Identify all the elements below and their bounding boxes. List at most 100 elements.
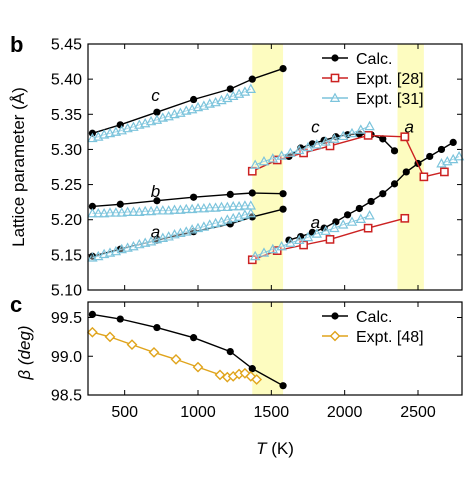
data-point bbox=[245, 83, 257, 93]
data-point bbox=[364, 210, 375, 220]
data-point bbox=[320, 136, 331, 146]
series-b-13 bbox=[436, 151, 465, 168]
data-point bbox=[419, 172, 429, 182]
panel-label: b bbox=[10, 32, 23, 57]
data-point bbox=[355, 204, 363, 213]
data-point bbox=[104, 331, 116, 343]
curve-annotation: a bbox=[151, 222, 160, 241]
curve-annotation: c bbox=[311, 118, 320, 137]
data-point bbox=[332, 218, 340, 226]
data-point bbox=[320, 225, 331, 235]
data-point bbox=[116, 315, 124, 323]
data-point bbox=[276, 240, 287, 251]
data-point bbox=[248, 365, 256, 373]
data-point bbox=[390, 147, 399, 155]
series-b-11 bbox=[249, 120, 375, 169]
data-point bbox=[402, 168, 410, 176]
data-point bbox=[302, 141, 314, 152]
data-point bbox=[311, 139, 323, 149]
series-c-0 bbox=[88, 310, 287, 390]
curve-annotation: b bbox=[151, 182, 160, 201]
y-axis-label: β (deg) bbox=[15, 325, 34, 380]
y-tick-label: 5.25 bbox=[51, 177, 82, 194]
series-b-1 bbox=[88, 189, 287, 210]
curve-annotation: c bbox=[151, 86, 160, 105]
data-point bbox=[153, 197, 161, 205]
x-tick-label: 2500 bbox=[400, 404, 436, 421]
series-b-12 bbox=[249, 210, 375, 261]
data-point bbox=[249, 159, 261, 169]
x-tick-label: 500 bbox=[111, 404, 138, 421]
data-point bbox=[346, 127, 358, 138]
data-point bbox=[148, 346, 160, 358]
data-point bbox=[390, 180, 399, 188]
series-b-8 bbox=[87, 83, 257, 143]
axes-frame bbox=[87, 43, 463, 291]
data-point bbox=[279, 205, 287, 213]
data-point bbox=[251, 374, 263, 385]
data-point bbox=[355, 124, 367, 134]
data-point bbox=[247, 166, 257, 176]
legend-label: Calc. bbox=[356, 51, 392, 68]
data-point bbox=[363, 223, 373, 233]
data-point bbox=[285, 147, 296, 157]
legend-entry: Calc. bbox=[322, 51, 392, 68]
legend-marker bbox=[329, 92, 341, 102]
data-point bbox=[279, 382, 287, 390]
data-point bbox=[267, 243, 279, 254]
axes-frame bbox=[87, 301, 463, 396]
data-point bbox=[364, 120, 375, 131]
data-point bbox=[88, 310, 96, 318]
legend-label: Calc. bbox=[356, 309, 392, 326]
data-point bbox=[272, 246, 282, 255]
data-point bbox=[379, 135, 387, 143]
curve-annotation: a bbox=[404, 118, 413, 137]
data-point bbox=[400, 132, 410, 142]
data-point bbox=[190, 95, 198, 104]
data-point bbox=[453, 151, 465, 161]
legend-label: Expt. [31] bbox=[356, 91, 424, 108]
legend-marker bbox=[331, 312, 339, 320]
data-point bbox=[170, 353, 182, 365]
data-point bbox=[153, 108, 161, 116]
legend-marker bbox=[329, 330, 341, 342]
data-point bbox=[367, 197, 375, 206]
data-point bbox=[337, 219, 349, 229]
data-point bbox=[226, 85, 234, 93]
curve-annotation: a bbox=[311, 213, 320, 232]
data-point bbox=[293, 234, 305, 245]
data-point bbox=[116, 200, 124, 208]
y-tick-label: 5.20 bbox=[51, 212, 82, 229]
data-point bbox=[153, 323, 161, 332]
data-point bbox=[302, 231, 314, 242]
data-point bbox=[297, 232, 305, 241]
data-point bbox=[400, 213, 410, 223]
series-b-7 bbox=[400, 132, 449, 182]
legend-marker bbox=[330, 73, 340, 83]
legend-entry: Expt. [31] bbox=[322, 91, 424, 108]
data-point bbox=[329, 133, 340, 143]
data-point bbox=[226, 348, 234, 356]
data-point bbox=[293, 144, 305, 155]
data-point bbox=[249, 250, 261, 261]
y-tick-label: 5.45 bbox=[51, 37, 82, 54]
legend-entry: Calc. bbox=[322, 309, 392, 326]
data-point bbox=[88, 202, 96, 210]
legend-label: Expt. [48] bbox=[356, 329, 424, 346]
data-point bbox=[248, 75, 256, 83]
data-point bbox=[192, 361, 204, 373]
data-point bbox=[299, 240, 308, 250]
data-point bbox=[325, 235, 335, 244]
data-point bbox=[437, 145, 446, 154]
y-axis-label: Lattice parameter (Å) bbox=[9, 87, 28, 247]
series-c-1 bbox=[87, 326, 263, 385]
data-point bbox=[379, 190, 387, 198]
legend-entry: Expt. [28] bbox=[322, 71, 424, 88]
data-point bbox=[245, 207, 257, 218]
y-tick-label: 5.40 bbox=[51, 72, 82, 89]
data-point bbox=[279, 65, 287, 73]
data-point bbox=[363, 131, 373, 140]
x-tick-label: 1500 bbox=[254, 404, 290, 421]
